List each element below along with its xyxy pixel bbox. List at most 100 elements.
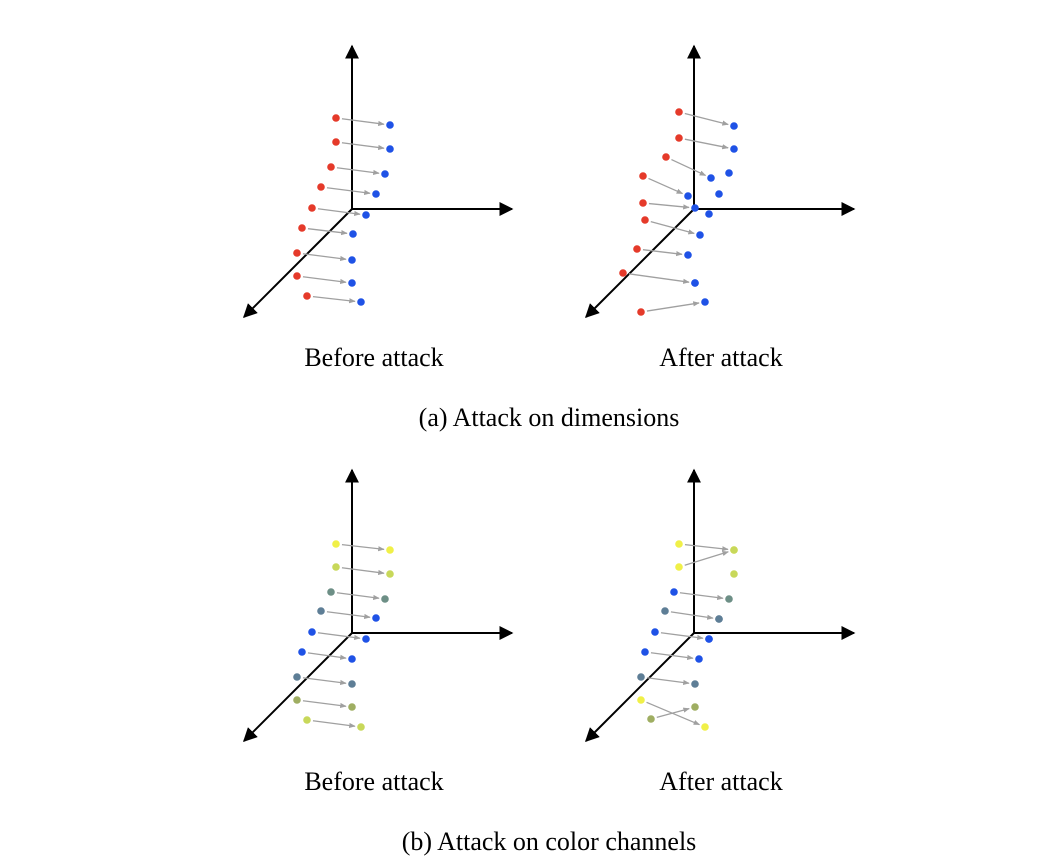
a-before-point-src-3 — [317, 183, 325, 191]
a-before-point-src-7 — [293, 272, 301, 280]
label-a-after: After attack — [659, 343, 783, 372]
b-before-point-dst-5 — [348, 655, 356, 663]
b-before-arrow-6 — [302, 677, 347, 686]
a-before-arrow-7 — [302, 276, 347, 285]
a-after-point-src-8 — [637, 308, 645, 316]
b-after-point-src-5 — [641, 648, 649, 656]
b-before-point-src-3 — [317, 607, 325, 615]
a-after-point-extra-1 — [715, 190, 723, 198]
b-after-arrow-3 — [670, 611, 714, 620]
a-before-arrow-3 — [326, 187, 371, 196]
b-after-point-extra-0 — [730, 570, 738, 578]
a-after-point-dst-8 — [701, 298, 709, 306]
a-before-arrow-8 — [312, 296, 356, 304]
b-after-point-dst-8 — [691, 703, 699, 711]
b-after-point-dst-5 — [695, 655, 703, 663]
a-before-axis-diag — [243, 208, 353, 318]
b-after-arrow-0 — [684, 544, 729, 552]
a-after-point-dst-2 — [707, 174, 715, 182]
b-before-arrow-2 — [336, 592, 380, 601]
caption-a: (a) Attack on dimensions — [418, 403, 680, 432]
b-after-point-dst-2 — [725, 595, 733, 603]
b-before-arrow-0 — [341, 544, 385, 552]
a-after-point-dst-0 — [730, 122, 738, 130]
a-before-point-src-1 — [332, 138, 340, 146]
a-before-point-src-6 — [293, 249, 301, 257]
a-before-point-src-2 — [327, 163, 335, 171]
a-after-point-extra-0 — [725, 169, 733, 177]
b-after-axis-diag — [585, 632, 695, 742]
b-before-arrow-5 — [307, 652, 347, 660]
a-before-arrow-5 — [307, 228, 348, 236]
a-before-arrow-0 — [341, 118, 385, 127]
b-after-point-src-2 — [670, 588, 678, 596]
b-after-arrow-5 — [650, 652, 694, 661]
a-before-point-dst-5 — [349, 230, 357, 238]
b-before-point-dst-1 — [386, 570, 394, 578]
b-after-point-dst-7 — [701, 723, 709, 731]
a-before-point-src-0 — [332, 114, 340, 122]
label-b-after: After attack — [659, 767, 783, 796]
b-before-arrow-8 — [312, 720, 356, 729]
b-before-point-src-6 — [293, 673, 301, 681]
a-after-arrow-0 — [684, 112, 729, 126]
b-before-point-src-0 — [332, 540, 340, 548]
b-before-arrow-7 — [302, 700, 347, 709]
b-after-point-src-3 — [661, 607, 669, 615]
a-before-point-src-4 — [308, 204, 316, 212]
a-after-point-src-0 — [675, 108, 683, 116]
a-after-point-src-4 — [639, 199, 647, 207]
b-after-point-src-7 — [637, 696, 645, 704]
b-before-point-dst-3 — [372, 614, 380, 622]
a-before-point-dst-8 — [357, 298, 365, 306]
b-after-point-src-6 — [637, 673, 645, 681]
a-after-point-src-3 — [639, 172, 647, 180]
a-after-point-src-1 — [675, 134, 683, 142]
a-after-arrow-2 — [671, 158, 707, 177]
a-before-arrow-1 — [341, 142, 385, 151]
a-after-point-src-7 — [619, 269, 627, 277]
a-before-point-dst-2 — [381, 170, 389, 178]
b-after-point-extra-1 — [705, 635, 713, 643]
a-after-point-dst-1 — [730, 145, 738, 153]
b-before-point-src-4 — [308, 628, 316, 636]
b-before-point-dst-6 — [348, 680, 356, 688]
b-after-arrow-8 — [656, 707, 690, 719]
a-after-arrow-6 — [642, 249, 683, 257]
a-after-point-extra-3 — [691, 279, 699, 287]
a-after-point-src-2 — [662, 153, 670, 161]
a-after-arrow-1 — [684, 138, 729, 150]
b-before-arrow-3 — [326, 611, 371, 620]
a-before-point-dst-4 — [362, 211, 370, 219]
a-before-point-dst-3 — [372, 190, 380, 198]
b-before-point-src-8 — [303, 716, 311, 724]
a-after-point-dst-6 — [684, 251, 692, 259]
b-before-axis-diag — [243, 632, 353, 742]
label-b-before: Before attack — [304, 767, 444, 796]
a-after-axis-diag — [585, 208, 695, 318]
a-after-arrow-3 — [648, 177, 684, 195]
b-before-point-src-1 — [332, 563, 340, 571]
b-after-arrow-1 — [684, 551, 729, 566]
a-after-arrow-7 — [628, 273, 690, 284]
b-after-arrow-6 — [646, 677, 690, 686]
b-after-point-extra-2 — [715, 615, 723, 623]
a-after-arrow-5 — [650, 220, 695, 235]
a-before-point-dst-1 — [386, 145, 394, 153]
b-after-point-src-1 — [675, 563, 683, 571]
a-before-point-dst-7 — [348, 279, 356, 287]
b-before-point-src-2 — [327, 588, 335, 596]
b-after-point-dst-6 — [691, 680, 699, 688]
a-after-point-src-5 — [641, 216, 649, 224]
a-after-point-dst-5 — [696, 231, 704, 239]
a-after-arrow-8 — [646, 301, 700, 312]
caption-b: (b) Attack on color channels — [401, 827, 697, 856]
b-after-point-src-0 — [675, 540, 683, 548]
b-after-point-dst-1 — [730, 546, 738, 554]
a-before-point-src-5 — [298, 224, 306, 232]
b-before-point-dst-4 — [362, 635, 370, 643]
b-before-point-src-7 — [293, 696, 301, 704]
a-after-point-extra-2 — [705, 210, 713, 218]
